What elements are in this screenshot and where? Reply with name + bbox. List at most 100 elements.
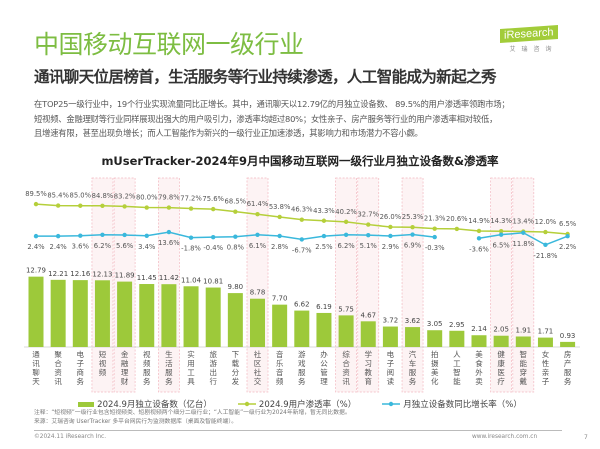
- legend-item-devices: 2024.9月独立设备数（亿台）: [78, 398, 212, 410]
- penetration-label: 12.0%: [535, 218, 557, 226]
- growth-label: 3.6%: [72, 243, 90, 251]
- bar-value-label: 9.80: [228, 283, 244, 291]
- category-label: 房产服务: [564, 349, 572, 386]
- bar-value-label: 6.19: [316, 303, 332, 311]
- bar: [28, 276, 44, 347]
- bar: [493, 335, 509, 347]
- bar-value-label: 3.62: [405, 317, 421, 325]
- penetration-point: [366, 222, 371, 227]
- penetration-label: 14.3%: [490, 217, 512, 225]
- penetration-label: 85.0%: [70, 192, 92, 200]
- bar-value-label: 0.93: [560, 332, 576, 340]
- iresearch-logo: iResearch 艾瑞咨询: [500, 22, 558, 53]
- growth-point: [299, 237, 304, 242]
- category-label: 下载分发: [232, 350, 240, 386]
- legend-label: 2024.9用户渗透率（%）: [258, 400, 357, 410]
- bar: [294, 310, 310, 347]
- penetration-label: 25.3%: [402, 213, 424, 221]
- category-label: 综合资讯: [342, 349, 350, 386]
- penetration-point: [55, 203, 61, 208]
- growth-point: [410, 232, 415, 237]
- page-subtitle: 通讯聊天位居榜首，生活服务等行业持续渗透，人工智能成为新起之秀: [34, 68, 497, 86]
- growth-label: -21.8%: [533, 252, 558, 260]
- growth-point: [543, 242, 548, 248]
- summary-line: 在TOP25一级行业中，19个行业实现流量同比正增长。其中，通讯聊天以12.79…: [34, 99, 510, 109]
- penetration-label: 13.4%: [513, 218, 535, 226]
- website-link[interactable]: www.iresearch.com.cn: [472, 434, 538, 440]
- category-label: 电子商务: [77, 349, 85, 386]
- growth-point: [55, 233, 61, 239]
- penetration-label: 61.4%: [247, 200, 269, 208]
- bar-value-label: 1.91: [516, 326, 532, 334]
- penetration-point: [255, 212, 260, 217]
- growth-point: [144, 233, 149, 238]
- penetration-label: 53.8%: [269, 203, 291, 211]
- penetration-point: [476, 228, 482, 234]
- bar-value-label: 8.78: [250, 289, 266, 297]
- bar-value-label: 1.71: [538, 328, 554, 336]
- bar: [205, 287, 221, 347]
- bar: [183, 286, 199, 347]
- bar-value-label: 2.95: [449, 321, 465, 329]
- growth-point: [521, 230, 526, 235]
- bar-value-label: 6.62: [294, 301, 310, 309]
- growth-label: 2.4%: [50, 243, 68, 251]
- category-label: 社区社交: [254, 349, 262, 386]
- notes: 注释：“短视频”一级行业包含短视频类、短剧视频两个细分二级行业；“人工智能”一级…: [34, 409, 351, 427]
- category-label: 视频服务: [143, 349, 151, 386]
- bar: [382, 326, 398, 347]
- copyright: ©2024.11 iResearch Inc.: [34, 434, 107, 440]
- bar-value-label: 7.70: [272, 295, 288, 303]
- growth-point: [498, 232, 504, 237]
- penetration-point: [33, 201, 39, 207]
- growth-point: [343, 232, 349, 237]
- category-label: 音乐音频: [276, 349, 284, 386]
- growth-point: [277, 233, 282, 239]
- penetration-label: 84.8%: [92, 192, 114, 200]
- category-label: 人工智能: [453, 350, 461, 386]
- category-label: 汽车服务: [409, 349, 417, 386]
- category-label: 旅游出行: [209, 349, 217, 386]
- bar: [227, 293, 243, 347]
- bar-value-label: 11.04: [181, 276, 202, 284]
- growth-point: [255, 232, 260, 238]
- bar-value-label: 12.79: [26, 267, 46, 275]
- growth-label: 6.1%: [249, 242, 267, 250]
- growth-label: -0.4%: [203, 244, 223, 252]
- bar-value-label: 3.72: [383, 317, 399, 325]
- chart-legend: 2024.9月独立设备数（亿台） 2024.9用户渗透率（%） 月独立设备数同比…: [0, 398, 600, 410]
- legend-label: 2024.9月独立设备数（亿台）: [97, 400, 212, 410]
- growth-label: 2.9%: [382, 243, 400, 251]
- growth-point: [432, 234, 437, 240]
- bar: [471, 335, 487, 347]
- penetration-label: 32.7%: [357, 211, 379, 219]
- growth-label: -0.3%: [425, 244, 445, 252]
- penetration-label: 68.5%: [225, 198, 247, 206]
- category-label: 电子阅读: [387, 349, 395, 386]
- growth-point: [188, 235, 194, 240]
- growth-label: 6.9%: [404, 242, 422, 250]
- penetration-label: 14.9%: [468, 217, 490, 225]
- bar-value-label: 4.67: [360, 311, 376, 319]
- bar-value-label: 5.75: [338, 305, 354, 313]
- penetration-label: 26.0%: [380, 213, 402, 221]
- growth-label: -1.8%: [181, 245, 201, 253]
- growth-label: 5.1%: [360, 242, 378, 250]
- bar-value-label: 3.05: [427, 320, 443, 328]
- source-text: 来源：艾瑞咨询 UserTracker 多平台网民行为监测数据库（桌面及智能终端…: [34, 419, 238, 425]
- legend-bar-swatch: [78, 401, 95, 407]
- bar: [405, 327, 421, 347]
- penetration-label: 20.6%: [446, 215, 468, 223]
- growth-label: 2.2%: [559, 243, 577, 251]
- bar-value-label: 12.16: [70, 270, 91, 278]
- category-label: 拍摄美化: [431, 349, 439, 386]
- growth-label: 5.6%: [116, 242, 134, 250]
- penetration-point: [498, 228, 504, 234]
- bar: [139, 284, 155, 347]
- penetration-label: 40.2%: [335, 208, 357, 216]
- growth-point: [33, 233, 39, 239]
- category-label: 学习教育: [365, 349, 373, 386]
- penetration-point: [166, 205, 172, 210]
- bar-value-label: 2.05: [493, 326, 509, 334]
